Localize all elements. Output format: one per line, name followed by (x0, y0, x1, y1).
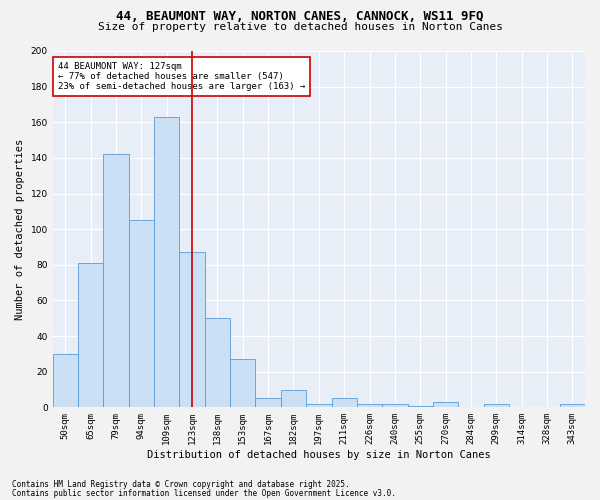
X-axis label: Distribution of detached houses by size in Norton Canes: Distribution of detached houses by size … (147, 450, 491, 460)
Bar (78, 263, 103, 408)
Bar (357, 404, 382, 407)
Text: Size of property relative to detached houses in Norton Canes: Size of property relative to detached ho… (97, 22, 503, 32)
Text: 44, BEAUMONT WAY, NORTON CANES, CANNOCK, WS11 9FQ: 44, BEAUMONT WAY, NORTON CANES, CANNOCK,… (116, 10, 484, 23)
Bar (103, 154, 129, 408)
Bar (230, 359, 256, 408)
Bar (281, 390, 306, 407)
Bar (382, 404, 407, 407)
Bar (332, 398, 357, 407)
Y-axis label: Number of detached properties: Number of detached properties (15, 138, 25, 320)
Bar (129, 220, 154, 408)
Bar (484, 404, 509, 407)
Text: Contains HM Land Registry data © Crown copyright and database right 2025.: Contains HM Land Registry data © Crown c… (12, 480, 350, 489)
Text: Contains public sector information licensed under the Open Government Licence v3: Contains public sector information licen… (12, 488, 396, 498)
Bar (179, 252, 205, 408)
Bar (154, 117, 179, 408)
Bar (407, 406, 433, 407)
Bar (433, 402, 458, 407)
Bar (256, 398, 281, 407)
Bar (306, 404, 332, 407)
Bar (53, 354, 78, 408)
Text: 44 BEAUMONT WAY: 127sqm
← 77% of detached houses are smaller (547)
23% of semi-d: 44 BEAUMONT WAY: 127sqm ← 77% of detache… (58, 62, 305, 92)
Bar (560, 404, 585, 407)
Bar (205, 318, 230, 408)
